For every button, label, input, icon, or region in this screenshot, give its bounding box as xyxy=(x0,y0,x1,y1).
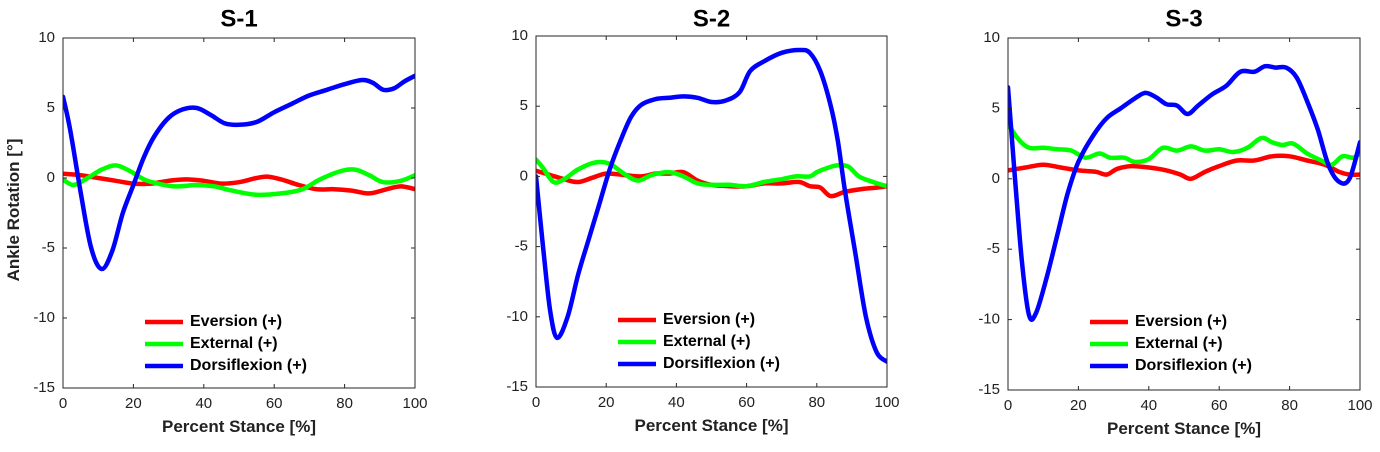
x-tick-label: 20 xyxy=(1070,397,1087,414)
x-tick-label: 40 xyxy=(195,395,212,412)
legend-label: Eversion (+) xyxy=(190,313,282,330)
y-tick-label: -15 xyxy=(33,379,55,396)
x-tick-label: 0 xyxy=(532,394,540,411)
x-axis-label: Percent Stance [%] xyxy=(162,417,316,436)
x-tick-label: 40 xyxy=(1140,397,1157,414)
series-line-2 xyxy=(536,157,887,189)
series-line-3 xyxy=(63,73,415,272)
legend-label: External (+) xyxy=(1135,335,1223,352)
x-tick-label: 60 xyxy=(1211,397,1228,414)
y-tick-label: -10 xyxy=(33,309,55,326)
chart-s3: S-3 0 20 40 60 80 100 -15 -10 -5 0 5 10 Percent Stanc… xyxy=(978,5,1372,438)
legend-label: Dorsiflexion (+) xyxy=(663,355,780,372)
series-line-2 xyxy=(1008,121,1360,168)
y-tick-label: 10 xyxy=(511,27,528,44)
legend-label: Dorsiflexion (+) xyxy=(1135,357,1252,374)
y-tick-label: 10 xyxy=(983,29,1000,46)
series-line-1 xyxy=(63,171,415,196)
y-tick-label: 5 xyxy=(47,99,55,116)
x-tick-label: 60 xyxy=(266,395,283,412)
x-tick-label: 40 xyxy=(668,394,685,411)
y-tick-label: 0 xyxy=(992,170,1000,187)
y-tick-label: 5 xyxy=(992,99,1000,116)
y-tick-label: -10 xyxy=(506,308,528,325)
chart-title: S-3 xyxy=(1165,5,1202,32)
y-tick-label: -5 xyxy=(42,239,55,256)
x-tick-label: 0 xyxy=(1004,397,1012,414)
series-line-1 xyxy=(1008,153,1360,182)
x-tick-label: 80 xyxy=(1281,397,1298,414)
series-line-3 xyxy=(536,47,887,364)
x-axis-label: Percent Stance [%] xyxy=(1107,419,1261,438)
legend-label: Eversion (+) xyxy=(663,311,755,328)
y-tick-label: -5 xyxy=(987,240,1000,257)
x-tick-label: 60 xyxy=(738,394,755,411)
x-tick-label: 0 xyxy=(59,395,67,412)
y-tick-label: -5 xyxy=(515,238,528,255)
x-tick-label: 20 xyxy=(125,395,142,412)
legend-label: Eversion (+) xyxy=(1135,313,1227,330)
x-tick-label: 100 xyxy=(874,394,899,411)
x-tick-label: 100 xyxy=(402,395,427,412)
plot-frame xyxy=(1007,37,1361,391)
x-tick-label: 20 xyxy=(598,394,615,411)
chart-s2: S-2 0 20 40 60 80 100 -15 -10 -5 0 5 10 Percent Stanc… xyxy=(506,5,899,435)
legend-label: External (+) xyxy=(190,335,278,352)
x-axis-label: Percent Stance [%] xyxy=(635,416,789,435)
x-tick-label: 80 xyxy=(336,395,353,412)
y-axis-label: Ankle Rotation [°] xyxy=(4,139,23,282)
y-tick-label: 5 xyxy=(520,97,528,114)
y-tick-label: -15 xyxy=(978,381,1000,398)
chart-s1: S-1 0 20 40 60 80 100 -15 -10 -5 0 5 10 Percent Stanc… xyxy=(33,5,427,436)
legend-label: Dorsiflexion (+) xyxy=(190,357,307,374)
chart-title: S-1 xyxy=(220,5,257,32)
y-tick-label: 0 xyxy=(47,169,55,186)
chart-title: S-2 xyxy=(693,5,730,32)
y-tick-label: -15 xyxy=(506,378,528,395)
x-tick-label: 80 xyxy=(808,394,825,411)
series-line-2 xyxy=(63,163,415,198)
plot-frame xyxy=(535,35,888,388)
series-line-3 xyxy=(1008,63,1360,323)
legend-label: External (+) xyxy=(663,333,751,350)
x-tick-label: 100 xyxy=(1347,397,1372,414)
y-tick-label: 0 xyxy=(520,167,528,184)
y-tick-label: 10 xyxy=(38,29,55,46)
plot-frame xyxy=(62,37,416,389)
y-tick-label: -10 xyxy=(978,311,1000,328)
